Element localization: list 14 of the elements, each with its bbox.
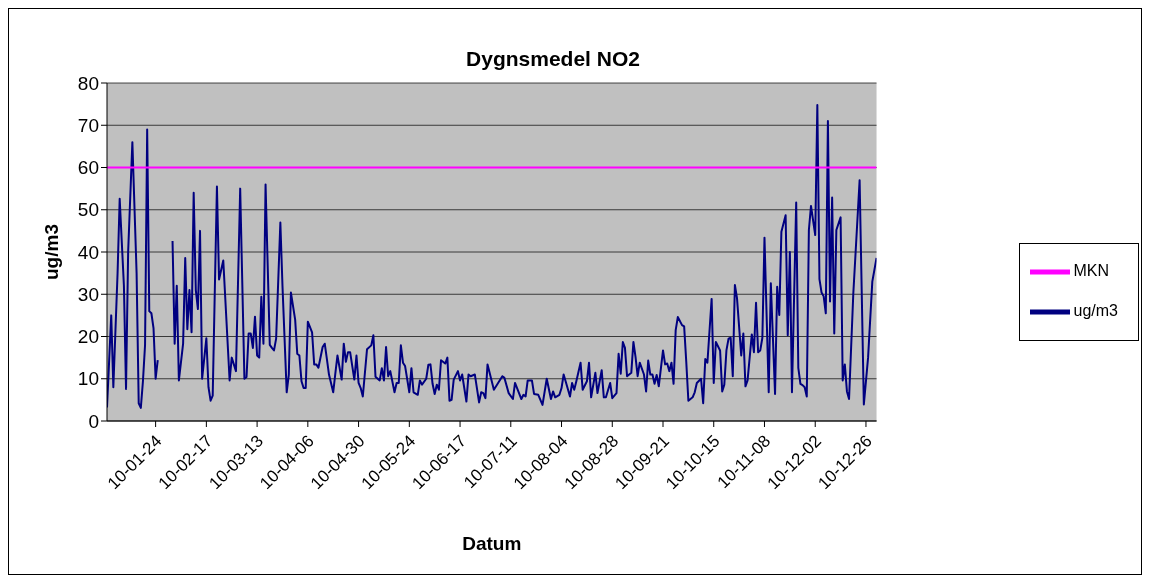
y-tick-label: 80 [77,72,99,94]
y-tick-label: 40 [77,241,99,263]
y-tick-label: 60 [77,157,99,179]
x-axis-title: Datum [462,533,522,554]
y-axis-title: ug/m3 [40,224,62,280]
y-tick-label: 70 [77,115,99,136]
y-tick-label: 0 [88,410,99,432]
y-tick-label: 20 [77,326,99,348]
y-tick-label: 10 [77,368,99,390]
legend-label: ug/m3 [1073,301,1118,319]
chart-title: Dygnsmedel NO2 [465,47,641,71]
y-tick-label: 30 [77,283,99,305]
legend-label: MKN [1073,261,1110,279]
y-tick-label: 50 [77,199,99,221]
